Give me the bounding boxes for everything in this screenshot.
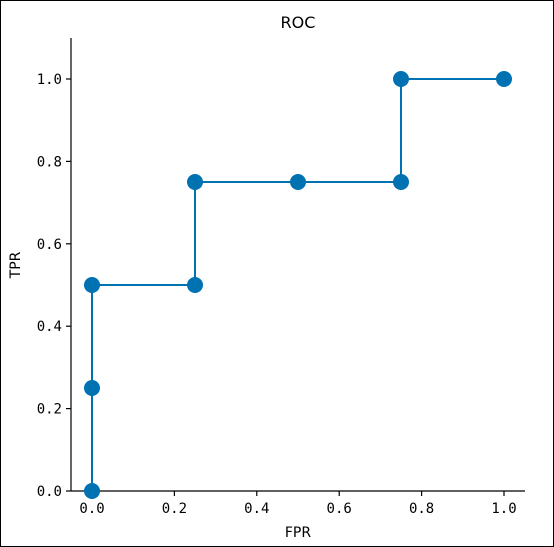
roc-point <box>84 483 100 499</box>
roc-point <box>84 277 100 293</box>
roc-point <box>187 174 203 190</box>
roc-point <box>393 71 409 87</box>
x-tick-label: 0.0 <box>79 501 104 517</box>
y-ticks: 0.0 0.2 0.4 0.6 0.8 1.0 <box>37 72 71 500</box>
series-layer <box>84 71 512 499</box>
chart-title: ROC <box>281 13 316 32</box>
roc-point <box>290 174 306 190</box>
roc-point <box>393 174 409 190</box>
y-tick-label: 0.0 <box>37 484 62 500</box>
x-ticks: 0.0 0.2 0.4 0.6 0.8 1.0 <box>79 491 517 517</box>
y-axis-label: TPR <box>8 251 24 279</box>
x-tick-label: 0.8 <box>409 501 434 517</box>
x-tick-label: 0.6 <box>327 501 352 517</box>
roc-curve-line <box>91 78 504 491</box>
roc-point <box>84 380 100 396</box>
x-tick-label: 0.4 <box>244 501 269 517</box>
roc-point <box>187 277 203 293</box>
roc-point <box>496 71 512 87</box>
y-tick-label: 1.0 <box>37 72 62 88</box>
x-tick-label: 0.2 <box>162 501 187 517</box>
y-tick-label: 0.8 <box>37 154 62 170</box>
y-tick-label: 0.4 <box>37 319 62 335</box>
x-tick-label: 1.0 <box>491 501 516 517</box>
y-tick-label: 0.6 <box>37 237 62 253</box>
y-tick-label: 0.2 <box>37 402 62 418</box>
x-axis-label: FPR <box>285 525 311 541</box>
